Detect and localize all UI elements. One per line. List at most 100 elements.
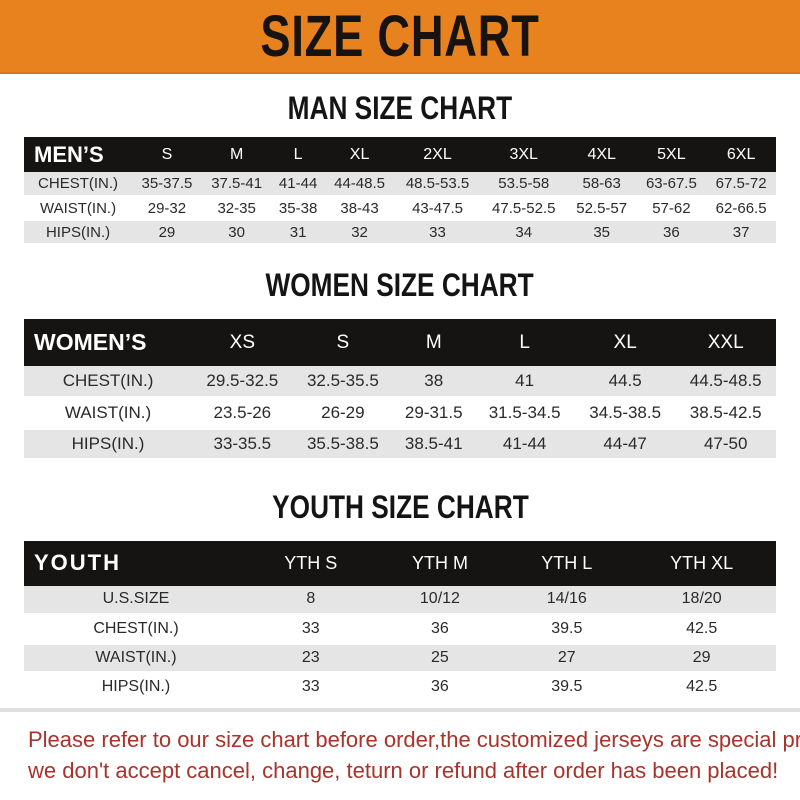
size-column-header: YTH XL (627, 540, 776, 586)
size-value: 31.5-34.5 (488, 402, 561, 422)
measurement-row: CHEST(IN.) 33 36 39.5 42.5 (24, 614, 776, 644)
size-value: 44.5-48.5 (689, 370, 762, 390)
size-value: 38-43 (340, 199, 379, 217)
size-value: 39.5 (551, 620, 583, 637)
size-column-header: 3XL (480, 137, 567, 172)
women-size-table: WOMEN’S XS S M L XL XXL CHEST(IN.) 29.5-32.5 32.5… (24, 319, 776, 461)
size-value: 31 (289, 223, 307, 241)
row-label: CHEST(IN.) (93, 620, 179, 637)
size-value: 47-50 (703, 433, 748, 453)
row-label: CHEST(IN.) (38, 175, 119, 192)
size-value: 32 (351, 223, 368, 241)
size-value: 42.5 (686, 678, 718, 695)
size-value: 10/12 (419, 590, 460, 608)
size-column-header: 2XL (394, 137, 481, 172)
size-value: 33 (429, 223, 446, 241)
size-value: 43-47.5 (412, 199, 463, 217)
size-value: 58-63 (582, 175, 621, 192)
size-value: 44.5 (608, 370, 642, 390)
row-label: HIPS(IN.) (101, 678, 171, 695)
size-value: 62-66.5 (715, 199, 767, 217)
size-chart-banner: SIZE CHART (0, 0, 800, 74)
size-value: 30 (228, 223, 245, 241)
size-value: 29 (158, 223, 176, 241)
size-value: 32.5-35.5 (306, 370, 379, 390)
size-value: 35-37.5 (141, 175, 193, 192)
size-value: 23.5-26 (213, 402, 272, 422)
women-table-title: WOMEN’S (24, 319, 193, 366)
youth-table-title: YOUTH (24, 540, 248, 586)
row-label: U.S.SIZE (102, 590, 170, 608)
size-value: 63-67.5 (645, 175, 697, 192)
row-label: HIPS(IN.) (71, 433, 145, 453)
row-label: WAIST(IN.) (64, 402, 152, 422)
size-value: 52.5-57 (576, 199, 628, 217)
size-column-header: S (132, 137, 202, 172)
size-value: 38 (424, 370, 444, 390)
row-label: WAIST(IN.) (95, 649, 177, 666)
size-column-header: YTH M (373, 540, 507, 586)
size-value: 26-29 (321, 402, 365, 422)
youth-header-row: YOUTH YTH S YTH M YTH L YTH XL (24, 540, 776, 586)
size-column-header: L (474, 319, 575, 366)
measurement-row: U.S.SIZE 8 10/12 14/16 18/20 (24, 585, 776, 615)
women-heading-text: WOMEN SIZE CHART (265, 267, 535, 303)
order-note: Please refer to our size chart before or… (0, 712, 800, 786)
man-section-heading: MAN SIZE CHART (0, 92, 800, 124)
women-section-heading: WOMEN SIZE CHART (0, 269, 800, 301)
size-value: 33-35.5 (213, 433, 272, 453)
size-value: 38.5-42.5 (689, 402, 762, 422)
size-column-header: XS (192, 319, 293, 366)
size-value: 37 (732, 223, 750, 241)
measurement-row: CHEST(IN.) 29.5-32.5 32.5-35.5 38 41 44.5 44.5… (24, 366, 776, 397)
size-column-header: 5XL (636, 137, 707, 172)
youth-size-table: YOUTH YTH S YTH M YTH L YTH XL U.S.SIZE 8 10/12… (24, 540, 776, 704)
order-note-line2: we don't accept cancel, change, teturn o… (28, 758, 779, 783)
measurement-row: HIPS(IN.) 33 36 39.5 42.5 (24, 672, 776, 702)
size-value: 36 (663, 223, 680, 241)
size-value: 35-38 (278, 199, 318, 217)
size-value: 48.5-53.5 (405, 175, 470, 192)
men-size-table: MEN’S S M L XL 2XL 3XL 4XL 5XL 6XL CHEST(IN.) 35-37… (24, 137, 776, 245)
size-value: 8 (306, 590, 316, 608)
size-column-header: S (292, 319, 394, 366)
size-column-header: YTH L (506, 540, 628, 586)
measurement-row: CHEST(IN.) 35-37.5 37.5-41 41-44 44-48.5 48.5… (24, 172, 776, 196)
size-value: 33 (301, 620, 320, 637)
size-value: 18/20 (681, 590, 722, 608)
size-value: 14/16 (546, 590, 587, 608)
size-value: 35.5-38.5 (306, 433, 379, 453)
size-value: 29-31.5 (404, 402, 463, 422)
size-column-header: XXL (675, 319, 776, 366)
size-column-header: 6XL (706, 137, 776, 172)
banner-title: SIZE CHART (260, 3, 540, 69)
size-value: 67.5-72 (715, 175, 767, 192)
row-label: HIPS(IN.) (45, 223, 111, 241)
size-value: 57-62 (652, 199, 691, 217)
measurement-row: WAIST(IN.) 29-32 32-35 35-38 38-43 43-47.5 47.… (24, 196, 776, 220)
size-column-header: L (271, 137, 325, 172)
size-column-header: M (201, 137, 272, 172)
size-value: 53.5-58 (498, 175, 550, 192)
size-value: 33 (301, 678, 320, 695)
youth-section-heading: YOUTH SIZE CHART (0, 491, 800, 523)
size-value: 37.5-41 (211, 175, 263, 192)
measurement-row: HIPS(IN.) 29 30 31 32 33 34 35 36 37 (24, 220, 776, 244)
order-note-line1: Please refer to our size chart before or… (28, 727, 800, 752)
size-value: 32-35 (217, 199, 256, 217)
size-value: 44-47 (603, 433, 647, 453)
measurement-row: HIPS(IN.) 33-35.5 35.5-38.5 38.5-41 41-44 44-… (24, 428, 776, 459)
man-heading-text: MAN SIZE CHART (287, 90, 513, 126)
row-label: WAIST(IN.) (39, 199, 117, 217)
size-value: 41 (515, 370, 535, 390)
size-value: 39.5 (551, 678, 583, 695)
size-value: 29 (692, 649, 711, 666)
size-column-header: XL (324, 137, 395, 172)
size-value: 44-48.5 (334, 175, 385, 192)
row-label: CHEST(IN.) (62, 370, 154, 390)
size-column-header: 4XL (566, 137, 637, 172)
size-value: 38.5-41 (404, 433, 463, 453)
size-value: 34.5-38.5 (589, 402, 662, 422)
size-value: 23 (301, 649, 320, 666)
size-value: 36 (431, 620, 449, 637)
